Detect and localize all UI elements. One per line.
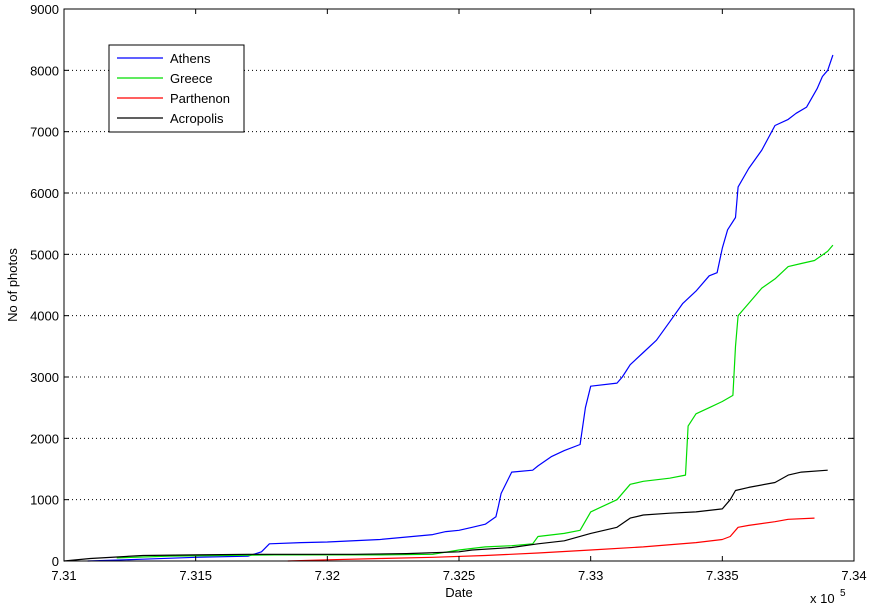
x-axis-label: Date <box>445 585 472 600</box>
y-tick-label: 8000 <box>30 63 59 78</box>
series-line-greece <box>116 244 834 559</box>
series-line-parthenon <box>287 517 815 562</box>
legend-label-greece: Greece <box>170 71 213 86</box>
x-tick-label: 7.34 <box>841 568 866 583</box>
y-axis-ticks: 0 1000 2000 3000 4000 5000 6000 7000 8000 9000 <box>30 2 854 569</box>
series-line-acropolis <box>63 469 828 562</box>
y-tick-label: 5000 <box>30 247 59 262</box>
x-tick-label: 7.31 <box>51 568 76 583</box>
x-axis-multiplier-exponent: 5 <box>840 588 846 599</box>
y-tick-label: 1000 <box>30 493 59 508</box>
legend-label-acropolis: Acropolis <box>170 111 224 126</box>
legend-label-parthenon: Parthenon <box>170 91 230 106</box>
y-tick-label: 6000 <box>30 186 59 201</box>
x-tick-label: 7.335 <box>706 568 739 583</box>
legend: Athens Greece Parthenon Acropolis <box>108 44 245 133</box>
x-axis-multiplier: x 10 5 <box>810 588 846 606</box>
series-line-athens <box>87 54 834 562</box>
y-tick-label: 4000 <box>30 309 59 324</box>
x-axis-multiplier-base: x 10 <box>810 591 835 606</box>
y-tick-label: 0 <box>52 554 59 569</box>
y-tick-label: 3000 <box>30 370 59 385</box>
y-axis-label: No of photos <box>5 248 20 322</box>
x-tick-label: 7.315 <box>179 568 212 583</box>
y-tick-label: 9000 <box>30 2 59 17</box>
y-tick-label: 2000 <box>30 431 59 446</box>
legend-label-athens: Athens <box>170 51 211 66</box>
x-axis-ticks: 7.31 7.315 7.32 7.325 7.33 7.335 7.34 <box>51 9 867 583</box>
x-tick-label: 7.32 <box>315 568 340 583</box>
series-lines <box>63 54 834 562</box>
x-tick-label: 7.325 <box>443 568 476 583</box>
y-tick-label: 7000 <box>30 125 59 140</box>
x-tick-label: 7.33 <box>578 568 603 583</box>
